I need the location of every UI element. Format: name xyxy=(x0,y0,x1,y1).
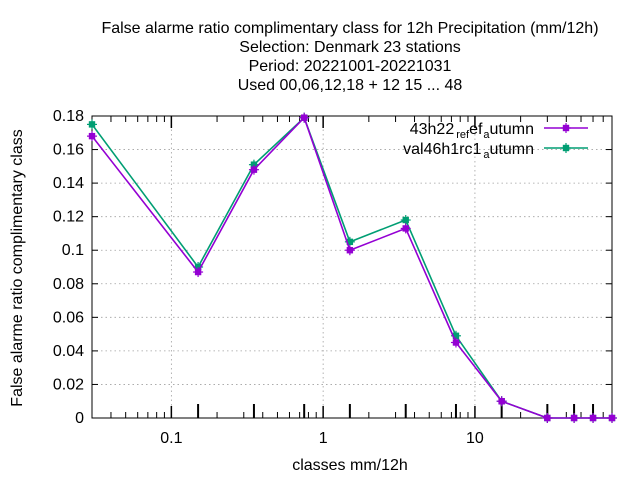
y-axis-label: False alarme ratio complimentary class xyxy=(9,129,26,406)
axis-ticks xyxy=(92,115,612,419)
y-tick-label: 0.1 xyxy=(62,242,84,259)
y-tick-label: 0.12 xyxy=(53,209,84,226)
legend-1-sub2: a xyxy=(483,129,490,141)
data-series xyxy=(87,112,617,423)
y-tick-label: 0.06 xyxy=(53,309,84,326)
y-tick-label: 0.08 xyxy=(53,276,84,293)
title-line-4: Used 00,06,12,18 + 12 15 ... 48 xyxy=(238,77,463,94)
legend-1-mid: ef xyxy=(469,121,483,138)
y-tick-label: 0 xyxy=(75,410,84,427)
series-line-2 xyxy=(91,116,612,419)
legend-marker-2 xyxy=(561,143,571,153)
chart-title: False alarme ratio complimentary class f… xyxy=(101,20,598,94)
series-1 xyxy=(87,112,617,423)
y-tick-label: 0.02 xyxy=(53,376,84,393)
y-tick-labels: 0 0.02 0.04 0.06 0.08 0.1 0.12 0.14 0.16 0.18 xyxy=(53,108,84,427)
legend-label-1: 43h22 refefautumn xyxy=(410,121,534,141)
legend: 43h22 refefautumn val46h1rc1 autumn xyxy=(403,121,588,161)
x-tick-label: 10 xyxy=(466,430,484,447)
legend-2-main: val46h1rc1 xyxy=(403,141,481,158)
y-tick-label: 0.14 xyxy=(53,175,84,192)
x-tick-label: 0.1 xyxy=(160,430,182,447)
x-tick-labels: 0.1 1 10 xyxy=(160,430,484,447)
legend-2-tail: utumn xyxy=(490,141,534,158)
y-tick-label: 0.04 xyxy=(53,343,84,360)
legend-2-sub2: a xyxy=(483,149,490,161)
title-line-2: Selection: Denmark 23 stations xyxy=(239,39,460,56)
legend-1-main: 43h22 xyxy=(410,121,455,138)
y-tick-label: 0.18 xyxy=(53,108,84,125)
legend-marker-1 xyxy=(561,123,571,133)
title-line-3: Period: 20221001-20221031 xyxy=(249,58,452,75)
legend-1-sub: ref xyxy=(456,129,470,141)
legend-1-tail: utumn xyxy=(490,121,534,138)
x-tick-label: 1 xyxy=(319,430,328,447)
grid xyxy=(92,116,612,418)
series-line-1 xyxy=(91,116,612,419)
series-2 xyxy=(87,112,617,423)
title-line-1: False alarme ratio complimentary class f… xyxy=(101,20,598,37)
legend-label-2: val46h1rc1 autumn xyxy=(403,141,534,161)
plot-frame xyxy=(91,115,613,419)
x-axis-label: classes mm/12h xyxy=(292,457,408,474)
y-tick-label: 0.16 xyxy=(53,142,84,159)
